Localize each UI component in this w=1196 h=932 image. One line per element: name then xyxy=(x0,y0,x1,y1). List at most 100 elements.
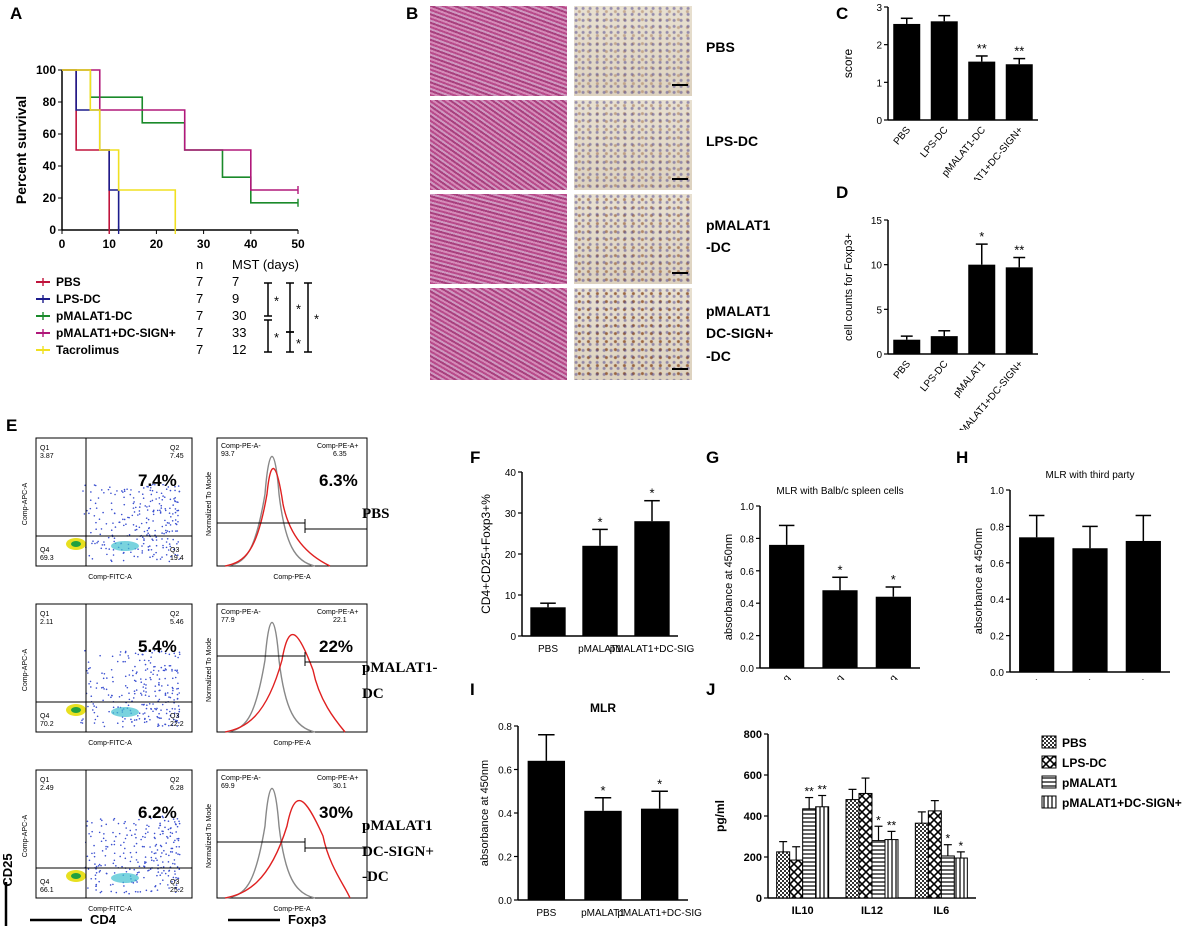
event-dot xyxy=(149,718,151,721)
event-dot xyxy=(143,712,146,714)
legend-label: LPS-DC xyxy=(56,292,101,306)
event-dot xyxy=(129,860,132,863)
event-dot xyxy=(94,542,96,545)
ihc-stain-image xyxy=(574,194,692,284)
event-dot xyxy=(144,862,146,865)
event-dot xyxy=(144,669,147,671)
event-dot xyxy=(146,824,148,827)
event-dot xyxy=(111,676,114,679)
event-dot xyxy=(174,489,176,492)
event-dot xyxy=(153,816,156,819)
event-dot xyxy=(177,713,180,715)
panel-label-a: A xyxy=(10,4,23,23)
event-dot xyxy=(163,869,165,872)
table-n: 7 xyxy=(196,325,203,340)
event-dot xyxy=(165,712,168,715)
y-tick-label: 80 xyxy=(43,95,57,109)
bar xyxy=(634,521,670,636)
event-dot xyxy=(114,493,116,496)
event-dot xyxy=(99,654,101,657)
y-axis-label: Normalized To Mode xyxy=(206,638,213,702)
event-dot xyxy=(154,483,156,486)
event-dot xyxy=(132,882,135,884)
event-dot xyxy=(141,550,144,552)
event-dot xyxy=(102,837,105,840)
event-dot xyxy=(123,891,126,894)
event-dot xyxy=(147,527,150,530)
event-dot xyxy=(100,825,103,827)
quadrant-q1-value: 2.49 xyxy=(40,785,54,792)
event-dot xyxy=(87,661,90,663)
event-dot xyxy=(175,831,177,833)
event-dot xyxy=(169,507,171,510)
event-dot xyxy=(124,718,126,720)
event-dot xyxy=(130,551,132,554)
significance-mark: * xyxy=(600,783,605,798)
event-dot xyxy=(137,891,139,893)
significance-mark: * xyxy=(837,562,842,577)
event-dot xyxy=(168,522,170,524)
y-axis-label: Comp-APC-A xyxy=(22,814,29,857)
y-axis-label: absorbance at 450nm xyxy=(973,528,985,634)
event-dot xyxy=(140,681,143,684)
event-dot xyxy=(176,693,179,696)
event-dot xyxy=(126,686,129,689)
event-dot xyxy=(124,685,127,687)
event-dot xyxy=(146,668,149,670)
y-axis-label: cell counts for Foxp3+ xyxy=(843,233,855,341)
y-tick-label: 40 xyxy=(505,468,517,479)
event-dot xyxy=(92,703,95,705)
event-dot xyxy=(172,841,175,844)
he-stain-image xyxy=(430,100,567,190)
event-dot xyxy=(157,716,159,719)
event-dot xyxy=(149,500,152,503)
y-axis-label: score xyxy=(841,49,855,79)
scale-bar xyxy=(672,178,688,180)
event-dot xyxy=(147,518,150,521)
y-tick-label: 20 xyxy=(43,191,57,205)
event-dot xyxy=(163,496,166,498)
quadrant-q1: Q1 xyxy=(40,777,49,784)
event-dot xyxy=(149,662,152,664)
y-tick-label: 0.6 xyxy=(990,559,1004,570)
event-dot xyxy=(171,832,174,835)
event-dot xyxy=(159,824,161,827)
event-dot xyxy=(148,659,150,662)
bar xyxy=(893,339,921,354)
event-dot xyxy=(142,497,145,500)
event-dot xyxy=(176,669,178,672)
scale-bar xyxy=(672,368,688,370)
event-dot xyxy=(178,692,181,694)
event-dot xyxy=(134,665,136,668)
event-dot xyxy=(169,851,172,853)
event-dot xyxy=(106,553,108,556)
category-label: pMALAT1 xyxy=(581,908,625,919)
event-dot xyxy=(102,721,104,724)
event-dot xyxy=(147,546,150,548)
event-dot xyxy=(176,817,179,820)
significance-mark: ** xyxy=(817,783,827,797)
event-dot xyxy=(129,829,132,832)
event-dot xyxy=(117,706,119,708)
event-dot xyxy=(171,519,174,522)
event-dot xyxy=(130,856,133,858)
event-dot xyxy=(107,536,110,539)
event-dot xyxy=(86,669,88,672)
event-dot xyxy=(102,677,105,680)
mlr-third-party-bar-chart: 0.0 0.2 0.4 0.6 0.8 1.0 absorbance at 450nm MLR… xyxy=(973,470,1170,680)
mlr-bar-chart: 0.0 0.2 0.4 0.6 0.8 absorbance at 450nm MLR PBS… xyxy=(479,701,702,919)
event-dot xyxy=(144,694,147,696)
event-dot xyxy=(145,678,147,681)
legend-label: LPS-DC xyxy=(1062,756,1107,770)
event-dot xyxy=(176,698,179,700)
event-dot xyxy=(155,708,158,711)
event-dot xyxy=(158,682,160,684)
bar xyxy=(871,840,886,899)
event-dot xyxy=(103,491,105,494)
category-label: pMALAT1-Treg xyxy=(795,673,847,680)
event-dot xyxy=(156,859,158,862)
event-dot xyxy=(100,864,102,867)
event-dot xyxy=(140,522,143,525)
bar xyxy=(1125,540,1161,672)
